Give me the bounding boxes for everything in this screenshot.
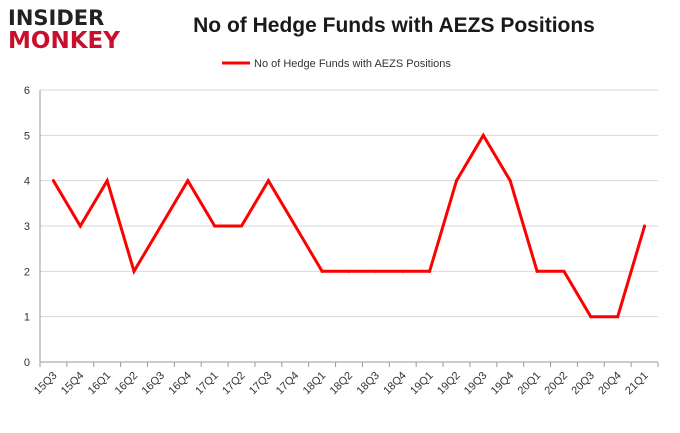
legend-label: No of Hedge Funds with AEZS Positions (254, 58, 451, 70)
x-tick-label-17Q2: 17Q2 (220, 370, 248, 398)
data-point-16Q2 (132, 269, 136, 273)
y-tick-label-1: 1 (24, 312, 30, 324)
data-point-21Q1 (643, 224, 647, 228)
x-tick-label-15Q4: 15Q4 (59, 370, 87, 398)
data-point-19Q2 (454, 179, 458, 183)
x-tick-label-16Q1: 16Q1 (86, 370, 114, 398)
x-tick-label-18Q2: 18Q2 (328, 370, 356, 398)
x-tick-label-16Q2: 16Q2 (113, 370, 141, 398)
x-tick-label-18Q3: 18Q3 (354, 370, 382, 398)
data-point-15Q3 (51, 179, 55, 183)
x-tick-label-17Q4: 17Q4 (274, 370, 302, 398)
data-point-18Q4 (401, 269, 405, 273)
logo-line-1: INSIDER (8, 6, 105, 30)
x-tick-label-20Q2: 20Q2 (543, 370, 571, 398)
data-point-18Q2 (347, 269, 351, 273)
y-tick-label-2: 2 (24, 266, 30, 278)
x-tick-label-18Q4: 18Q4 (381, 370, 409, 398)
x-tick-label-16Q4: 16Q4 (166, 370, 194, 398)
y-tick-label-6: 6 (24, 85, 30, 97)
x-tick-label-19Q1: 19Q1 (408, 370, 436, 398)
x-tick-label-20Q3: 20Q3 (569, 370, 597, 398)
data-point-19Q4 (508, 179, 512, 183)
data-point-16Q3 (159, 224, 163, 228)
data-point-15Q4 (78, 224, 82, 228)
grid-lines (40, 89, 658, 318)
data-point-20Q2 (562, 269, 566, 273)
data-point-17Q4 (293, 224, 297, 228)
y-tick-label-0: 0 (24, 357, 30, 369)
x-tick-label-17Q1: 17Q1 (193, 370, 221, 398)
data-point-20Q3 (589, 315, 593, 319)
insider-monkey-logo: INSIDER MONKEY (4, 6, 128, 54)
x-tick-label-16Q3: 16Q3 (140, 370, 168, 398)
x-tick-label-18Q1: 18Q1 (301, 370, 329, 398)
legend: No of Hedge Funds with AEZS Positions (222, 58, 451, 70)
x-tick-label-19Q4: 19Q4 (489, 370, 517, 398)
data-point-19Q1 (428, 269, 432, 273)
logo-line-2: MONKEY (8, 28, 120, 54)
x-tick-label-15Q3: 15Q3 (32, 370, 60, 398)
data-point-16Q1 (105, 179, 109, 183)
data-point-17Q1 (213, 224, 217, 228)
x-tick-label-19Q3: 19Q3 (462, 370, 490, 398)
data-point-17Q3 (266, 179, 270, 183)
x-tick-label-21Q1: 21Q1 (623, 370, 651, 398)
y-tick-label-5: 5 (24, 130, 30, 142)
x-tick-label-19Q2: 19Q2 (435, 370, 463, 398)
axes (39, 90, 659, 367)
x-tick-label-20Q1: 20Q1 (516, 370, 544, 398)
data-point-18Q3 (374, 269, 378, 273)
data-point-20Q1 (535, 269, 539, 273)
x-tick-labels: 15Q3 15Q4 16Q1 16Q2 16Q3 16Q4 17Q1 17Q2 17Q3 17Q4… (32, 370, 651, 398)
series-layer (51, 132, 647, 319)
data-point-20Q4 (616, 315, 620, 319)
x-tick-label-20Q4: 20Q4 (596, 370, 624, 398)
data-point-18Q1 (320, 269, 324, 273)
data-point-17Q2 (240, 224, 244, 228)
data-point-19Q3 (481, 133, 485, 137)
y-tick-label-4: 4 (24, 176, 30, 188)
x-tick-label-17Q3: 17Q3 (247, 370, 275, 398)
data-point-16Q4 (186, 179, 190, 183)
y-tick-labels: 0 1 2 3 4 5 6 (24, 85, 30, 369)
y-tick-label-3: 3 (24, 221, 30, 233)
chart-title: No of Hedge Funds with AEZS Positions (193, 14, 595, 37)
